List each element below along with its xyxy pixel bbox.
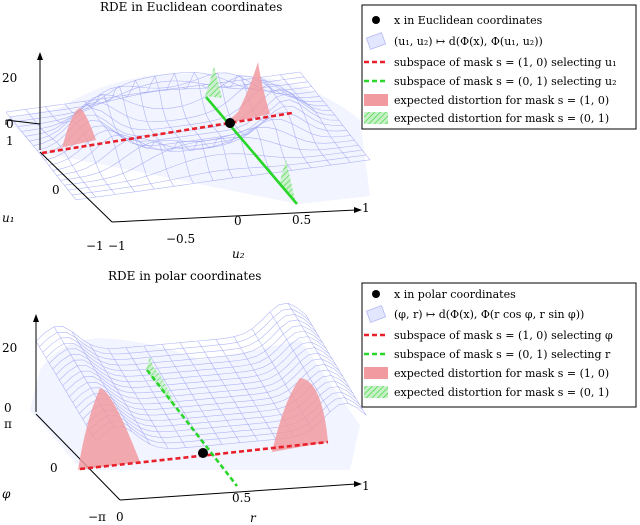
surface-mesh-line [35, 341, 97, 442]
legend-item: subspace of mask s = (1, 0) selecting u₁ [394, 56, 617, 69]
surface-mesh-line [68, 149, 363, 191]
surface-mesh-line [260, 77, 332, 166]
legend-polar: x in polar coordinates (φ, r) ↦ d(Φ(x), … [361, 282, 637, 408]
surface-mesh-line [69, 358, 340, 405]
surface-mesh-line [5, 111, 77, 200]
legend-item: expected distortion for mask s = (1, 0) [394, 367, 609, 380]
expected-distortion-mask-1-0 [78, 378, 328, 470]
surface-mesh-line [39, 308, 310, 355]
u1-axis-label: u₁ [2, 211, 15, 225]
legend-item: x in polar coordinates [394, 288, 516, 301]
surface-mesh-line [55, 336, 327, 383]
axes-3d [33, 314, 362, 501]
surface-mesh-line [72, 154, 367, 196]
u2-tick-m1: −1 [108, 239, 126, 253]
legend-euclidean: x in Euclidean coordinates (u₁, u₂) ↦ d(… [361, 4, 637, 130]
legend-item: subspace of mask s = (1, 0) selecting φ [394, 329, 613, 342]
surface-mesh-line [107, 348, 169, 449]
surface-mesh-line [49, 325, 320, 372]
z-tick-0: 0 [4, 401, 12, 415]
u2-axis-label: u₂ [232, 247, 245, 261]
legend-item: expected distortion for mask s = (0, 1) [394, 112, 609, 125]
panel-polar: RDE in polar coordinates 20 0 π 0 −π φ [2, 269, 637, 525]
panel-euclidean: RDE in Euclidean coordinates [2, 0, 637, 261]
axes-3d [5, 52, 362, 223]
surface-mesh-line [64, 136, 359, 186]
surface-mesh-line [162, 72, 234, 179]
surface-mesh-line [75, 159, 371, 201]
phi-tick-0: 0 [50, 461, 58, 475]
legend-item: subspace of mask s = (0, 1) selecting r [394, 348, 611, 361]
surface-mesh-line [44, 99, 339, 161]
legend-item: (u₁, u₂) ↦ d(Φ(x), Φ(u₁, u₂)) [394, 35, 543, 48]
surface-mesh-line [123, 79, 194, 184]
surface-mesh-line [37, 88, 332, 151]
surface-mesh-line [35, 302, 307, 349]
phi-axis-label: φ [2, 487, 11, 501]
legend-item: subspace of mask s = (0, 1) selecting u₂ [394, 75, 617, 88]
phi-tick-pi: π [4, 417, 12, 431]
u2-tick-05: 0.5 [292, 213, 311, 227]
surface-mesh-line [40, 93, 336, 156]
surface-mesh-line [71, 331, 133, 432]
expected-distortion-mask-0-1 [205, 66, 296, 204]
r-tick-05: 0.5 [232, 491, 251, 505]
u1-tick-1: 1 [6, 134, 14, 148]
subspace-mask-0-1 [145, 369, 239, 487]
surface-mesh-line [125, 347, 187, 448]
r-tick-0: 0 [116, 510, 124, 524]
legend-item: (φ, r) ↦ d(Φ(x), Φ(r cos φ, r sin φ)) [394, 308, 584, 321]
legend-item: x in Euclidean coordinates [394, 14, 543, 27]
point-x [198, 448, 208, 458]
surface-mesh-line [143, 75, 214, 181]
u2-tick-0: 0 [234, 214, 242, 228]
surface-mesh-line [287, 303, 349, 404]
point-x [225, 118, 235, 128]
subspace-mask-0-1 [205, 96, 298, 205]
panel-title: RDE in polar coordinates [108, 269, 261, 283]
distance-surface [5, 71, 371, 204]
panel-title: RDE in Euclidean coordinates [100, 0, 282, 14]
surface-mesh-line [299, 71, 371, 160]
distance-surface [30, 302, 367, 470]
expected-distortion-mask-1-0 [42, 62, 270, 152]
surface-mesh-line [52, 330, 323, 377]
u2-tick-1: 1 [362, 201, 370, 215]
surface-mesh-line [5, 71, 301, 113]
phi-tick-mpi: −π [88, 510, 106, 524]
legend-item: expected distortion for mask s = (0, 1) [394, 386, 609, 399]
surface-mesh-line [59, 341, 330, 388]
surface-mesh-line [197, 340, 259, 442]
u2-tick-m05: −0.5 [166, 232, 195, 246]
surface-mesh-line [56, 119, 351, 176]
surface-mesh-line [161, 344, 223, 445]
surface-mesh-line [215, 339, 277, 440]
surface-mesh-line [45, 319, 317, 366]
surface-mesh-line [89, 344, 151, 445]
r-tick-1: 1 [362, 479, 370, 493]
u1-tick-m1: −1 [86, 239, 104, 253]
z-tick-20: 20 [2, 341, 17, 355]
surface-mesh-line [65, 352, 337, 399]
surface-mesh-line [305, 315, 367, 416]
surface-mesh-line [42, 313, 313, 360]
surface-mesh-line [280, 74, 351, 163]
z-tick-20: 20 [2, 71, 17, 85]
u1-tick-0: 0 [52, 183, 60, 197]
subspace-mask-1-0 [41, 111, 293, 155]
z-tick-0: 0 [6, 117, 14, 131]
surface-mesh-line [84, 93, 155, 190]
surface-mesh-line [179, 342, 241, 443]
legend-item: expected distortion for mask s = (1, 0) [394, 94, 609, 107]
r-axis-label: r [250, 511, 257, 525]
surface-mesh-line [103, 85, 175, 187]
surface-mesh-line [62, 347, 333, 394]
surface-mesh-line [269, 311, 331, 412]
